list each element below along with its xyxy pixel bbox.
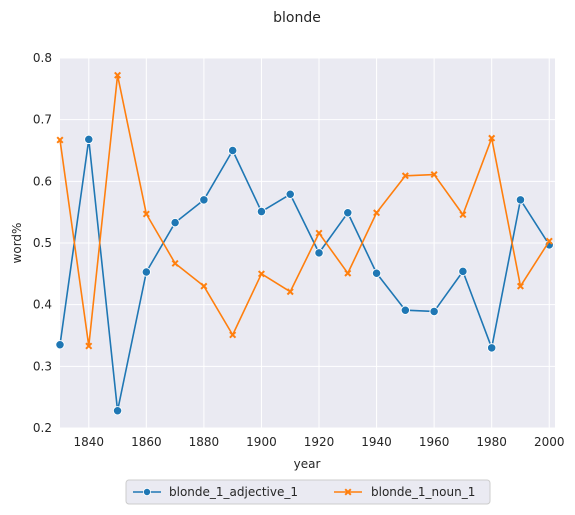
- x-tick-label: 2000: [534, 435, 565, 449]
- x-marker-stroke: [286, 288, 294, 296]
- x-marker-stroke: [545, 237, 553, 245]
- data-point: [84, 134, 94, 145]
- x-tick-label: 1860: [131, 435, 162, 449]
- data-point: [285, 189, 295, 199]
- x-tick-label: 1920: [304, 435, 335, 449]
- x-tick-label: 1980: [476, 435, 507, 449]
- x-marker-stroke: [315, 229, 323, 237]
- data-point: [170, 217, 180, 228]
- x-marker-stroke: [56, 136, 64, 144]
- x-tick-label: 1940: [361, 435, 392, 449]
- data-point: [429, 306, 439, 317]
- data-point: [114, 71, 122, 79]
- data-point: [112, 406, 123, 416]
- x-marker-stroke: [401, 172, 409, 180]
- x-tick-label: 1900: [246, 435, 277, 449]
- data-point: [459, 211, 467, 219]
- series-line: [59, 138, 550, 412]
- data-point: [256, 206, 267, 217]
- x-marker-stroke: [229, 331, 237, 339]
- y-tick-label: 0.5: [33, 236, 52, 250]
- data-point: [400, 305, 410, 315]
- x-marker-stroke: [373, 209, 381, 217]
- x-marker-stroke: [171, 259, 179, 267]
- data-point: [257, 270, 265, 278]
- grid: [60, 57, 555, 429]
- legend-x-marker: [344, 488, 352, 496]
- data-point: [516, 282, 524, 290]
- y-tick-label: 0.3: [33, 359, 52, 373]
- data-point: [228, 145, 238, 156]
- legend-frame: [125, 479, 491, 505]
- chart-title: blonde: [273, 10, 321, 26]
- y-tick-label: 0.4: [33, 298, 52, 312]
- y-tick-label: 0.6: [33, 174, 52, 188]
- data-point: [487, 343, 497, 353]
- data-point: [55, 340, 65, 350]
- data-point: [371, 268, 382, 278]
- x-tick-label: 1880: [189, 435, 220, 449]
- data-point: [488, 134, 496, 142]
- x-marker-stroke: [488, 134, 496, 142]
- data-point: [458, 266, 468, 277]
- x-marker-stroke: [85, 342, 93, 350]
- legend-label-noun: blonde_1_noun_1: [371, 485, 475, 499]
- y-tick-label: 0.8: [33, 51, 52, 65]
- y-axis-label: word%: [10, 223, 24, 264]
- data-point: [401, 172, 409, 180]
- data-point: [141, 267, 151, 277]
- x-axis-label: year: [294, 457, 321, 471]
- data-point: [56, 136, 64, 144]
- x-marker-stroke: [516, 282, 524, 290]
- x-marker-stroke: [257, 270, 265, 278]
- x-marker-stroke: [430, 171, 438, 179]
- data-point: [315, 229, 323, 237]
- data-point: [171, 259, 179, 267]
- data-point: [85, 342, 93, 350]
- data-point: [373, 209, 381, 217]
- legend-marker-noun: [344, 488, 352, 496]
- legend: blonde_1_adjective_1 blonde_1_noun_1: [125, 479, 491, 505]
- data-point: [515, 195, 526, 205]
- y-ticks: 0.2 0.3 0.4 0.5 0.6 0.7 0.8: [33, 51, 52, 435]
- data-point: [430, 171, 438, 179]
- y-tick-label: 0.7: [33, 113, 52, 127]
- x-ticks: 1840 1860 1880 1900 1920 1940 1960 1980 2000: [74, 435, 565, 449]
- data-point: [344, 269, 352, 277]
- legend-label-adjective: blonde_1_adjective_1: [169, 485, 298, 499]
- data-point: [314, 248, 324, 258]
- data-point: [286, 288, 294, 296]
- data-point: [229, 331, 237, 339]
- x-marker-stroke: [459, 211, 467, 219]
- data-point: [343, 208, 353, 218]
- x-marker-stroke: [200, 282, 208, 290]
- series-line: [59, 74, 550, 347]
- y-tick-label: 0.2: [33, 421, 52, 435]
- x-tick-label: 1840: [74, 435, 105, 449]
- data-point: [200, 282, 208, 290]
- series-layer: [55, 71, 554, 416]
- x-marker-stroke: [114, 71, 122, 79]
- data-point: [199, 195, 209, 205]
- data-point: [545, 237, 553, 245]
- x-marker-stroke: [142, 210, 150, 218]
- x-tick-label: 1960: [419, 435, 450, 449]
- x-marker-stroke: [344, 269, 352, 277]
- x-marker-stroke: [344, 488, 352, 496]
- legend-marker-adjective: [142, 487, 151, 496]
- data-point: [142, 210, 150, 218]
